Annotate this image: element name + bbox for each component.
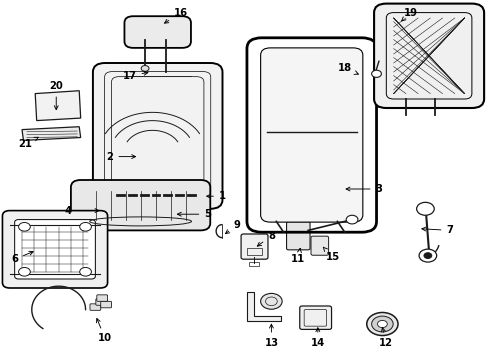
Circle shape — [366, 312, 397, 336]
Circle shape — [423, 253, 431, 258]
Text: 2: 2 — [106, 152, 135, 162]
Bar — [246, 248, 261, 255]
Circle shape — [141, 66, 149, 71]
Text: 21: 21 — [19, 137, 38, 149]
Circle shape — [80, 267, 91, 276]
FancyBboxPatch shape — [93, 63, 222, 209]
Circle shape — [260, 293, 282, 309]
Text: 5: 5 — [177, 209, 211, 219]
Text: 7: 7 — [421, 225, 452, 235]
Circle shape — [19, 222, 30, 231]
Polygon shape — [22, 127, 81, 140]
Text: 3: 3 — [346, 184, 382, 194]
Bar — [249, 262, 259, 266]
FancyBboxPatch shape — [310, 236, 328, 255]
Circle shape — [377, 320, 386, 328]
Text: 16: 16 — [164, 8, 187, 23]
FancyBboxPatch shape — [373, 4, 483, 108]
Text: 6: 6 — [11, 251, 33, 264]
FancyBboxPatch shape — [124, 16, 190, 48]
Text: 13: 13 — [264, 324, 278, 348]
Text: 18: 18 — [337, 63, 358, 75]
FancyBboxPatch shape — [281, 180, 339, 205]
FancyBboxPatch shape — [71, 180, 210, 230]
Text: 17: 17 — [122, 71, 147, 81]
FancyBboxPatch shape — [15, 220, 95, 279]
Text: 10: 10 — [96, 319, 112, 343]
FancyBboxPatch shape — [2, 211, 107, 288]
FancyBboxPatch shape — [97, 295, 107, 301]
Text: 11: 11 — [290, 248, 305, 264]
Polygon shape — [35, 91, 81, 121]
FancyBboxPatch shape — [96, 299, 106, 305]
FancyBboxPatch shape — [286, 222, 309, 250]
Circle shape — [371, 70, 381, 77]
FancyBboxPatch shape — [299, 306, 331, 329]
Text: 20: 20 — [49, 81, 63, 109]
Circle shape — [80, 222, 91, 231]
Text: 12: 12 — [379, 328, 392, 348]
Text: 9: 9 — [225, 220, 240, 234]
Text: 1: 1 — [206, 191, 225, 201]
Circle shape — [416, 202, 433, 215]
Text: 14: 14 — [310, 328, 325, 348]
FancyBboxPatch shape — [90, 304, 101, 310]
Circle shape — [346, 215, 357, 224]
FancyBboxPatch shape — [260, 48, 362, 222]
Circle shape — [418, 249, 436, 262]
FancyBboxPatch shape — [101, 301, 111, 308]
Polygon shape — [246, 292, 281, 321]
Circle shape — [371, 316, 392, 332]
Text: 4: 4 — [65, 206, 99, 216]
FancyBboxPatch shape — [241, 234, 267, 259]
Text: 15: 15 — [323, 247, 339, 262]
Text: 8: 8 — [257, 231, 274, 246]
Circle shape — [19, 267, 30, 276]
Text: 19: 19 — [401, 8, 417, 21]
